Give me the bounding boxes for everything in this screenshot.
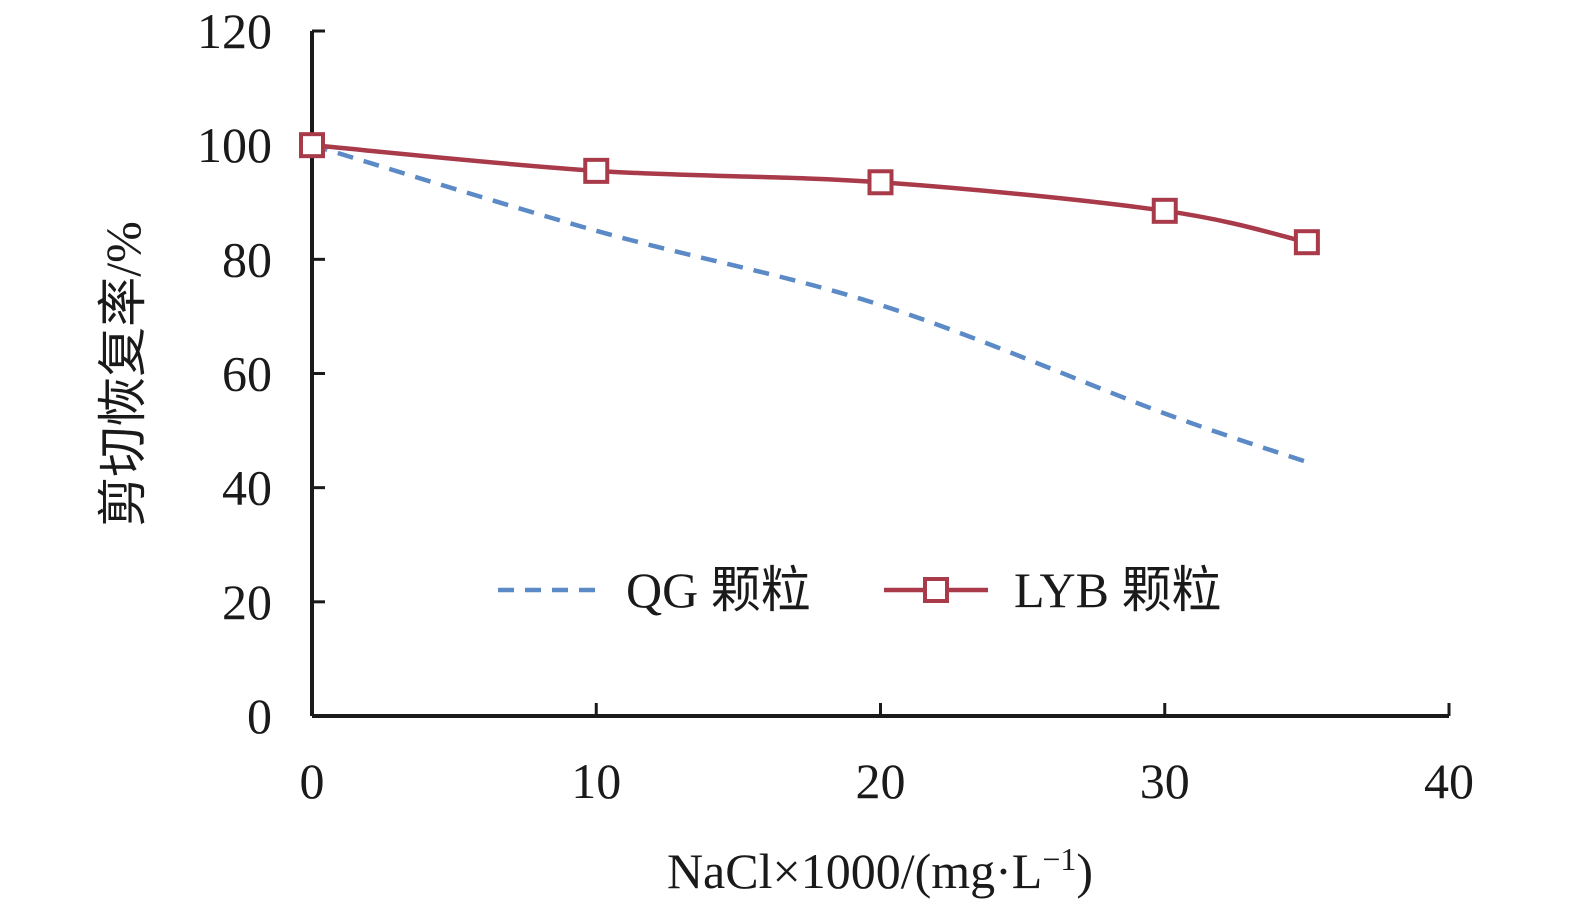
x-axis-title: NaCl×1000/(mg·L−1) [667, 841, 1093, 899]
y-tick-label: 40 [222, 460, 272, 516]
legend-item-qg: QG 颗粒 [498, 562, 811, 618]
data-point-marker [1293, 229, 1320, 256]
x-axis-title-tail: ) [1076, 843, 1093, 899]
legend-label-qg: QG 颗粒 [626, 562, 811, 618]
x-axis-title-main: NaCl×1000/(mg·L [667, 843, 1042, 899]
y-tick-label: 20 [222, 574, 272, 630]
y-tick-label: 60 [222, 346, 272, 402]
data-point-marker [583, 157, 610, 184]
y-tick-label: 120 [197, 3, 272, 59]
x-axis-title-superscript: −1 [1042, 841, 1076, 877]
data-point-marker [867, 169, 894, 196]
x-tick-label: 30 [1140, 753, 1190, 809]
x-tick-label: 40 [1424, 753, 1474, 809]
y-tick-label: 100 [197, 117, 272, 173]
series-line-0 [311, 143, 1308, 465]
y-tick-label: 0 [247, 688, 272, 744]
axes: 0 20 40 60 80 100 120 0 10 20 30 40 [197, 3, 1474, 809]
legend: QG 颗粒 LYB 颗粒 [498, 562, 1222, 618]
y-tick-label: 80 [222, 231, 272, 287]
legend-marker-lyb [923, 577, 949, 603]
y-axis-title: 剪切恢复率/% [95, 221, 151, 527]
series-line-1 [311, 142, 1308, 245]
series-layer [299, 132, 1320, 465]
x-tick-label: 10 [571, 753, 621, 809]
x-tick-label: 20 [856, 753, 906, 809]
legend-item-lyb: LYB 颗粒 [884, 562, 1222, 618]
data-point-marker [1151, 197, 1178, 224]
x-ticks: 0 10 20 30 40 [300, 703, 1474, 809]
x-tick-label: 0 [300, 753, 325, 809]
data-point-marker [299, 132, 325, 159]
legend-label-lyb: LYB 颗粒 [1014, 562, 1222, 618]
y-ticks: 0 20 40 60 80 100 120 [197, 3, 325, 744]
